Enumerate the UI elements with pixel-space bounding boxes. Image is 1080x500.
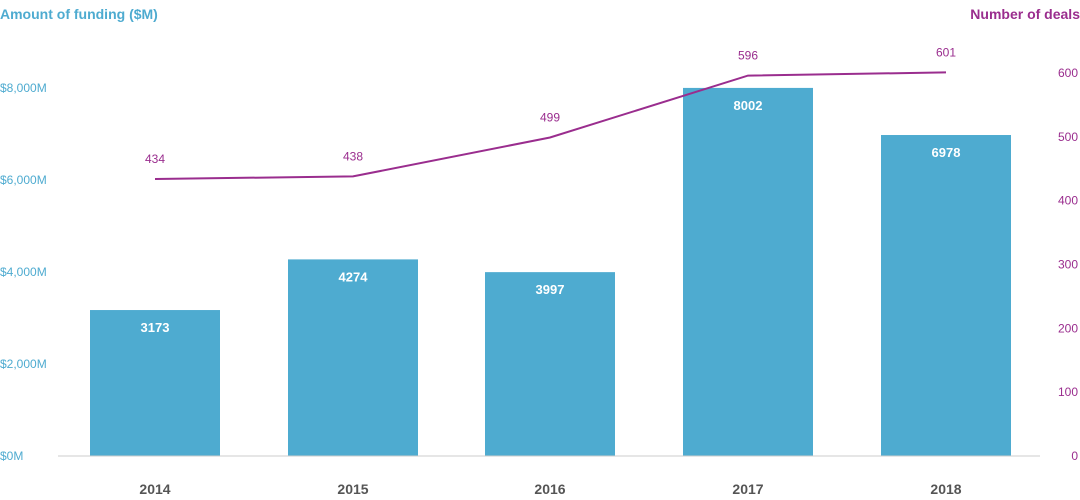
bar-value-label: 3173 <box>141 320 170 335</box>
bar-2016 <box>485 272 615 456</box>
bar-value-label: 4274 <box>339 269 369 284</box>
deals-point-label: 499 <box>540 110 560 124</box>
bar-value-label: 6978 <box>932 145 961 160</box>
deals-point-label: 596 <box>738 49 758 63</box>
deals-line <box>154 71 947 180</box>
left-tick-label: $4,000M <box>0 265 47 279</box>
x-tick-label: 2015 <box>337 481 368 497</box>
left-tick-label: $2,000M <box>0 357 47 371</box>
x-tick-label: 2017 <box>732 481 763 497</box>
right-tick-label: 200 <box>1058 321 1078 335</box>
x-tick-label: 2016 <box>534 481 565 497</box>
axis-layer: $0M $2,000M $4,000M $6,000M $8,000M 0 100 200 30… <box>0 66 1078 497</box>
right-tick-label: 600 <box>1058 66 1078 80</box>
bar-value-label: 8002 <box>734 98 763 113</box>
right-tick-label: 500 <box>1058 130 1078 144</box>
deals-point-label: 601 <box>936 45 956 59</box>
bar-2018 <box>881 135 1011 456</box>
left-tick-label: $8,000M <box>0 81 47 95</box>
right-tick-label: 400 <box>1058 194 1078 208</box>
left-axis-title: Amount of funding ($M) <box>0 6 158 22</box>
bars-layer: 3173 4274 3997 8002 6978 <box>90 87 1011 457</box>
line-layer: 434 438 499 596 601 <box>145 45 956 180</box>
left-tick-label: $6,000M <box>0 173 47 187</box>
bar-2015 <box>288 259 418 456</box>
right-tick-label: 100 <box>1058 385 1078 399</box>
right-tick-label: 300 <box>1058 258 1078 272</box>
bar-value-label: 3997 <box>536 282 565 297</box>
left-tick-label: $0M <box>0 449 23 463</box>
right-axis-title: Number of deals <box>970 6 1080 22</box>
deals-point-label: 434 <box>145 152 165 166</box>
deals-point-label: 438 <box>343 149 363 163</box>
bar-2017 <box>683 87 813 457</box>
right-tick-label: 0 <box>1071 449 1078 463</box>
x-tick-label: 2018 <box>930 481 961 497</box>
x-tick-label: 2014 <box>139 481 170 497</box>
bar-2014 <box>90 310 220 456</box>
